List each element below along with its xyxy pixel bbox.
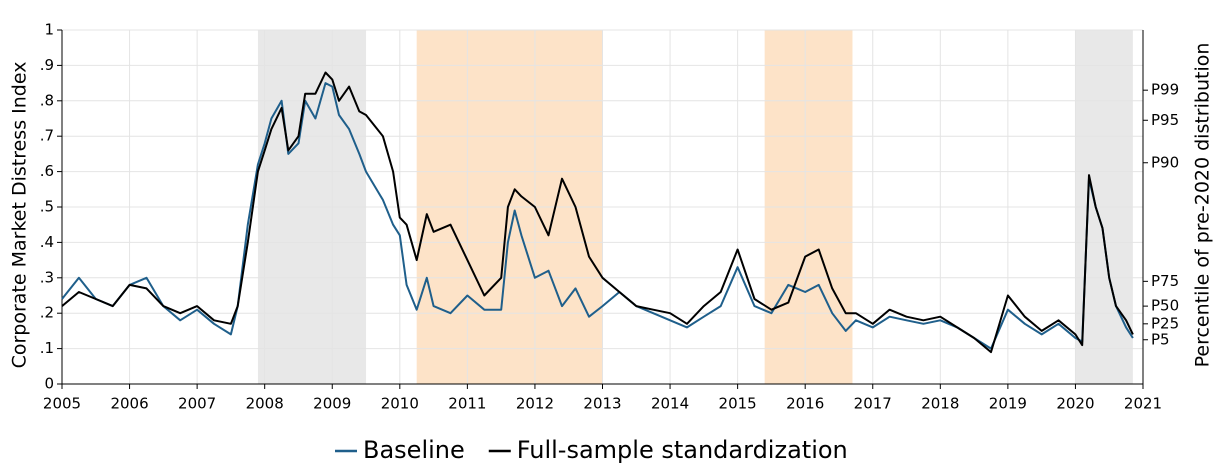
- x-tick-label: 2007: [178, 395, 216, 413]
- y2-tick-label: P95: [1151, 111, 1179, 129]
- x-tick-label: 2017: [854, 395, 892, 413]
- y2-tick-label: P99: [1151, 81, 1179, 99]
- x-tick-label: 2011: [448, 395, 486, 413]
- y2-tick-label: P90: [1151, 153, 1179, 171]
- y-tick-label: 1: [44, 21, 54, 39]
- x-tick-label: 2015: [719, 395, 757, 413]
- series-line: [61, 71, 1134, 354]
- y-tick-label: .7: [40, 127, 54, 145]
- x-tick-label: 2008: [246, 395, 284, 413]
- x-tick-label: 2010: [381, 395, 419, 413]
- y-tick-label: .6: [40, 162, 54, 180]
- legend-label: Full-sample standardization: [517, 436, 848, 464]
- x-tick-label: 2014: [651, 395, 689, 413]
- x-tick-label: 2018: [921, 395, 959, 413]
- y-tick-label: .5: [40, 198, 54, 216]
- y-tick-label: .9: [40, 56, 54, 74]
- y-tick-label: .3: [40, 268, 54, 286]
- y2-tick-label: P25: [1151, 314, 1179, 332]
- x-tick-label: 2009: [313, 395, 351, 413]
- x-tick-label: 2006: [110, 395, 148, 413]
- y2-tick-label: P50: [1151, 297, 1179, 315]
- y-tick-label: 0: [44, 375, 54, 393]
- legend-label: Baseline: [363, 436, 465, 464]
- x-tick-label: 2019: [989, 395, 1027, 413]
- y-tick-label: .4: [40, 233, 54, 251]
- y2-tick-label: P5: [1151, 330, 1170, 348]
- y-tick-label: .2: [40, 304, 54, 322]
- x-tick-label: 2005: [43, 395, 81, 413]
- x-tick-label: 2013: [583, 395, 621, 413]
- y-tick-label: .1: [40, 339, 54, 357]
- y-tick-label: .8: [40, 91, 54, 109]
- x-tick-label: 2012: [516, 395, 554, 413]
- y2-tick-label: P75: [1151, 272, 1179, 290]
- y-axis-label: Corporate Market Distress Index: [9, 62, 31, 369]
- x-tick-label: 2021: [1124, 395, 1162, 413]
- x-tick-label: 2016: [786, 395, 824, 413]
- x-tick-label: 2020: [1056, 395, 1094, 413]
- y2-axis-label: Percentile of pre-2020 distribution: [1192, 43, 1214, 368]
